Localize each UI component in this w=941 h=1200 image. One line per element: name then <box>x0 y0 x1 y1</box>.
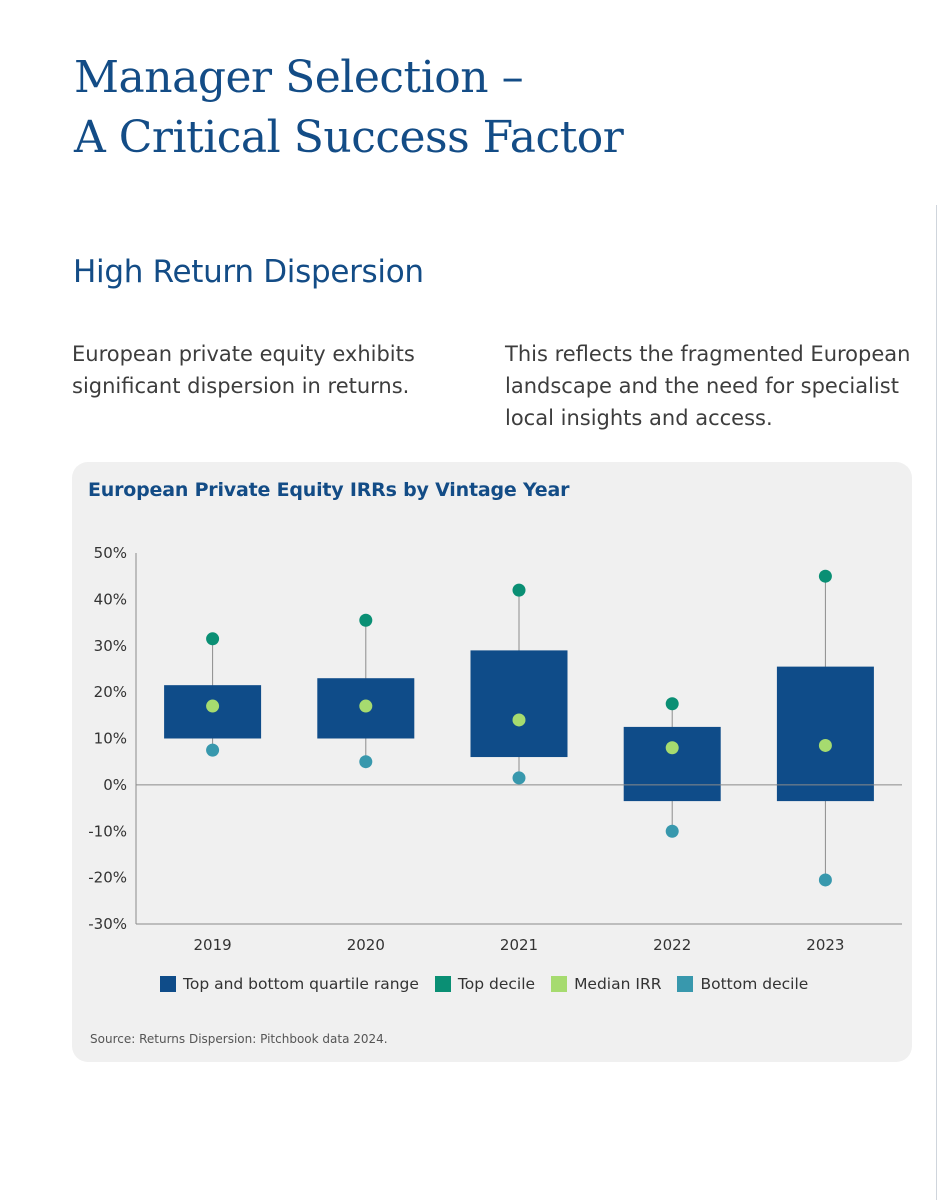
legend-label-quartile: Top and bottom quartile range <box>183 975 419 993</box>
page-title-line-2: A Critical Success Factor <box>74 112 624 163</box>
legend-item-bottom-decile: Bottom decile <box>677 975 808 993</box>
top-decile-point <box>359 613 373 627</box>
legend-swatch-median <box>551 976 568 992</box>
legend-label-median: Median IRR <box>574 975 662 993</box>
y-tick-label: 10% <box>94 730 127 748</box>
y-tick-label: -30% <box>88 915 127 933</box>
bottom-decile-point <box>206 743 220 757</box>
source-note: Source: Returns Dispersion: Pitchbook da… <box>90 1032 388 1046</box>
legend-swatch-top-decile <box>434 976 451 992</box>
page-edge-rule <box>936 205 937 1200</box>
legend-item-median: Median IRR <box>551 975 661 993</box>
median-irr-point <box>512 713 526 727</box>
median-irr-point <box>665 741 679 755</box>
chart-plot: 50% 40% 30% 20% 10% 0% -10% -20% -30% 2019 2020 202… <box>88 544 902 954</box>
quartile-box <box>470 650 568 758</box>
section-title: High Return Dispersion <box>73 254 424 290</box>
y-tick-label: 50% <box>94 544 127 562</box>
chart-title: European Private Equity IRRs by Vintage … <box>88 479 570 501</box>
top-decile-point <box>818 569 832 583</box>
legend-swatch-bottom-decile <box>677 976 694 992</box>
median-irr-point <box>206 699 220 713</box>
intro-text-left: European private equity exhibits signifi… <box>72 342 415 398</box>
x-tick-label: 2022 <box>653 936 691 954</box>
page-title: Manager Selection – A Critical Success F… <box>74 48 624 168</box>
y-tick-label: 0% <box>103 776 127 794</box>
top-decile-point <box>512 583 526 597</box>
chart-card: European Private Equity IRRs by Vintage … <box>72 462 912 1062</box>
bottom-decile-point <box>818 873 832 887</box>
page-title-line-1: Manager Selection – <box>74 52 524 103</box>
bottom-decile-point <box>512 771 526 785</box>
x-tick-label: 2019 <box>194 936 232 954</box>
legend-swatch-quartile <box>160 976 176 992</box>
x-tick-label: 2020 <box>347 936 385 954</box>
legend-item-quartile: Top and bottom quartile range <box>160 975 419 993</box>
y-tick-label: 40% <box>94 590 127 608</box>
x-tick-label: 2021 <box>500 936 538 954</box>
chart-legend: Top and bottom quartile range Top decile… <box>160 975 824 993</box>
top-decile-point <box>206 632 220 646</box>
quartile-box <box>623 726 721 802</box>
bottom-decile-point <box>665 824 679 838</box>
y-tick-label: -10% <box>88 822 127 840</box>
top-decile-point <box>665 697 679 711</box>
quartile-box <box>776 666 874 802</box>
median-irr-point <box>359 699 373 713</box>
y-tick-label: -20% <box>88 869 127 887</box>
legend-label-top-decile: Top decile <box>457 975 536 993</box>
intro-text-right: This reflects the fragmented European la… <box>505 342 911 430</box>
median-irr-point <box>818 738 832 752</box>
y-tick-label: 30% <box>94 637 127 655</box>
y-tick-label: 20% <box>94 683 127 701</box>
legend-item-top-decile: Top decile <box>434 975 536 993</box>
legend-label-bottom-decile: Bottom decile <box>700 975 809 993</box>
x-tick-label: 2023 <box>806 936 844 954</box>
bottom-decile-point <box>359 755 373 769</box>
